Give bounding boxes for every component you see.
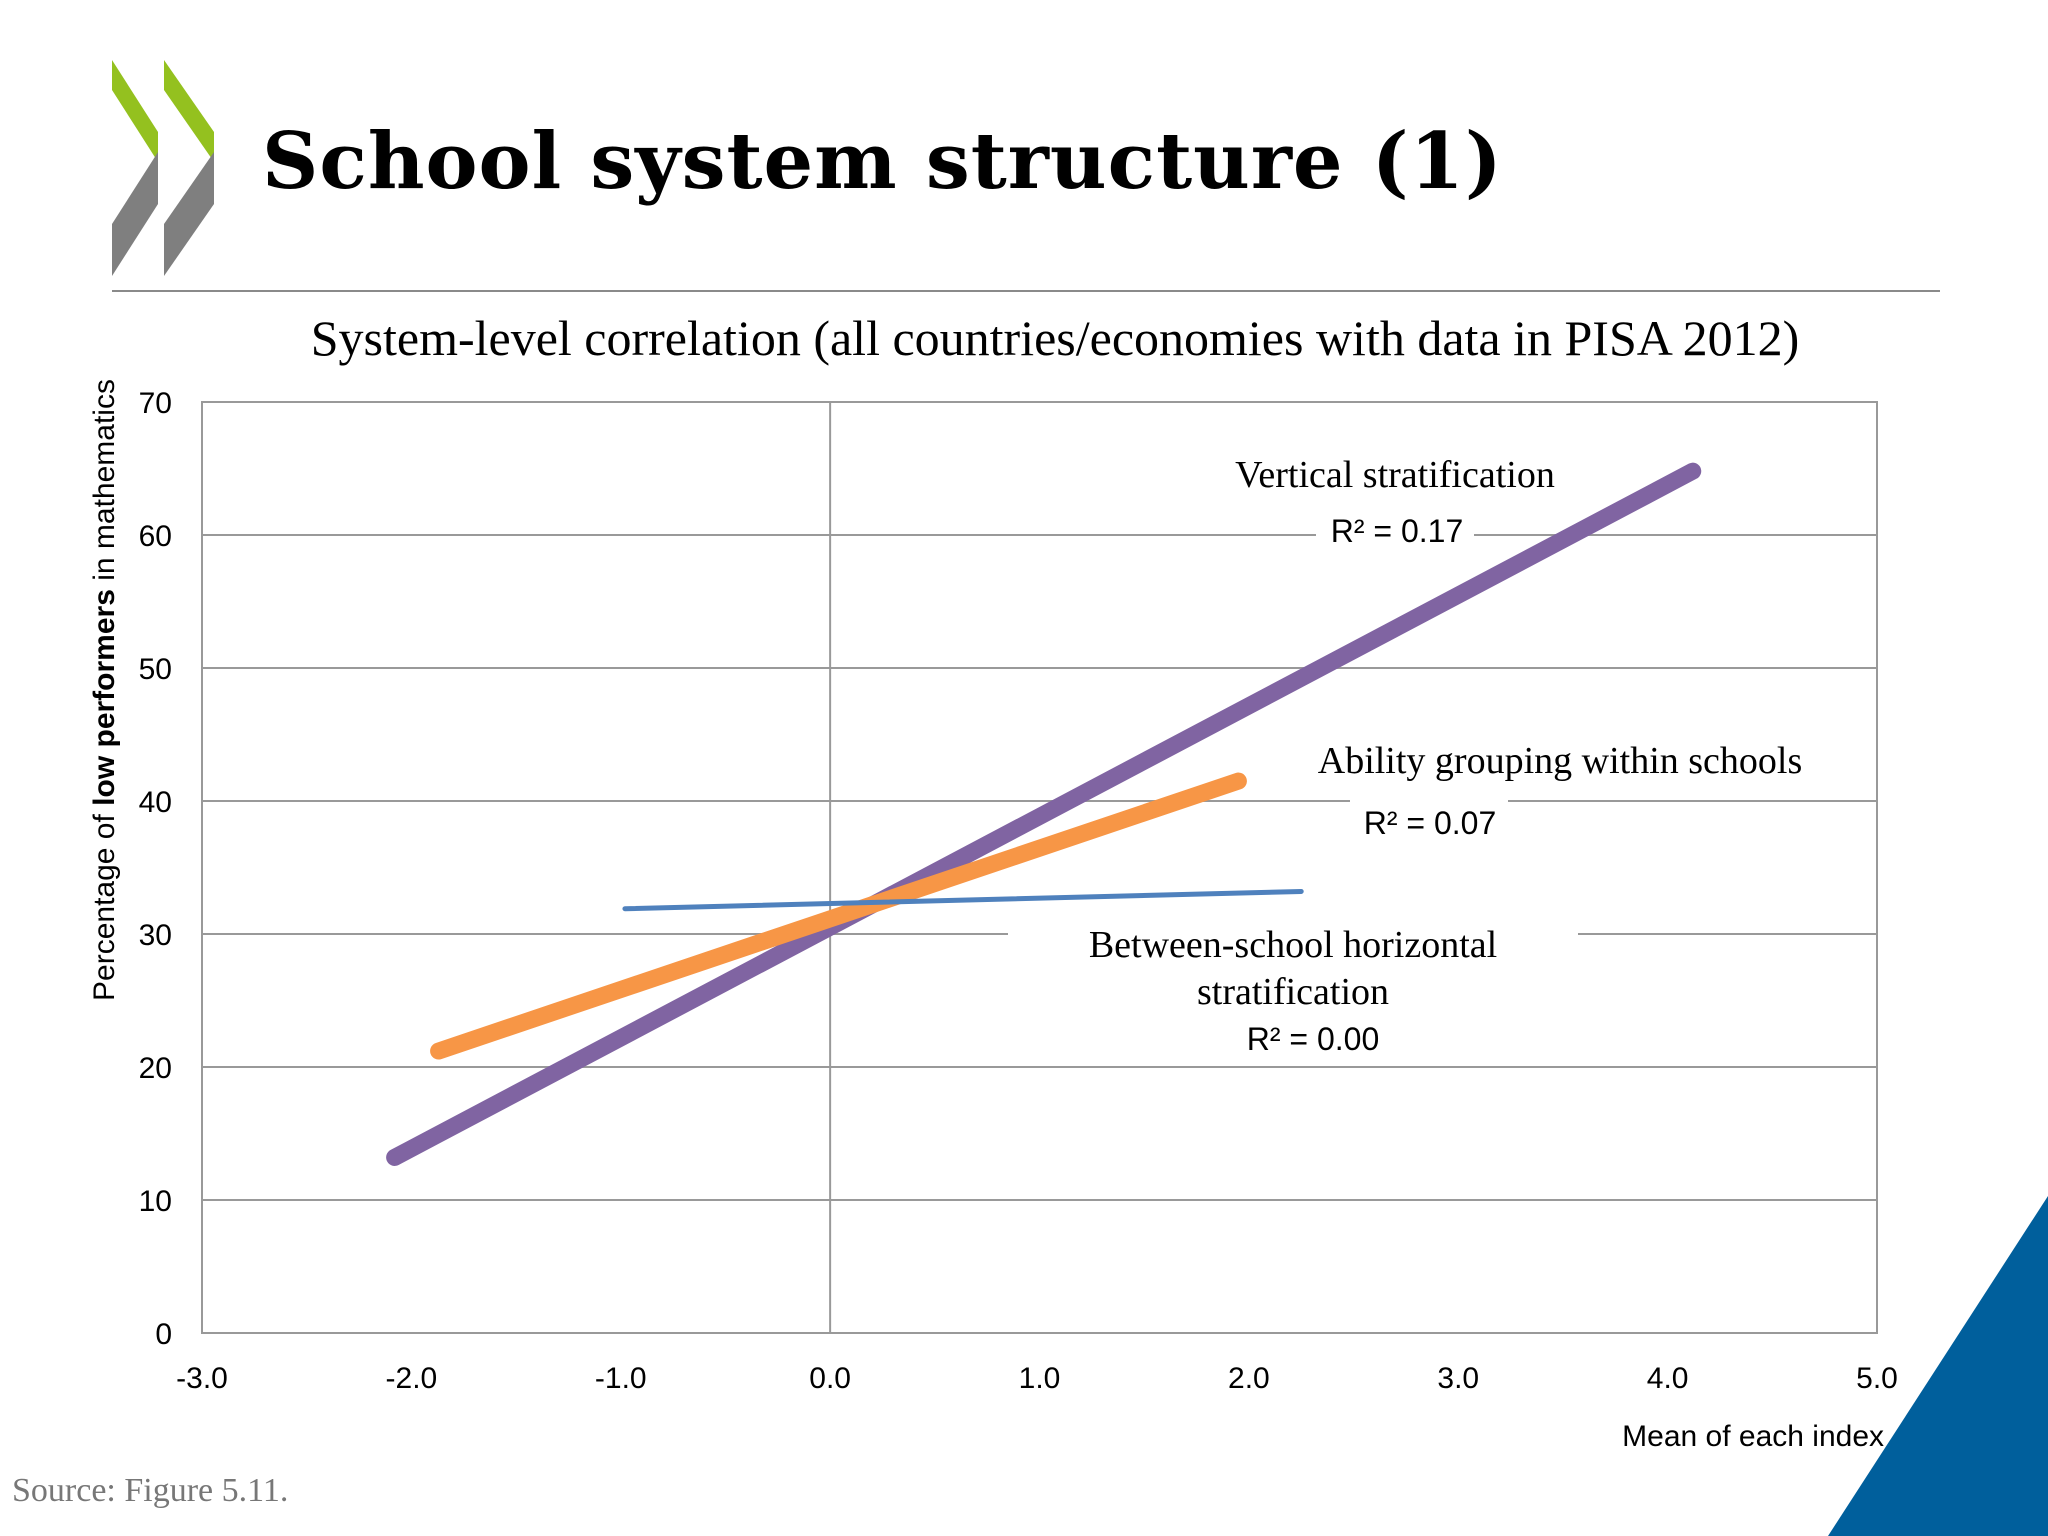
slide-title: School system structure (1) [262,116,1503,207]
x-axis-label: Mean of each index [1622,1420,1884,1453]
x-tick-label: 5.0 [1856,1362,1898,1395]
logo-gray-chevron-left [112,152,158,276]
logo-gray-chevron-right [164,152,214,276]
series-r2-horizontal: R² = 0.00 [1247,1021,1380,1057]
y-axis-label-part-1: Percentage of [88,806,121,1001]
grid-lines [202,402,1877,1333]
series-r2-vertical: R² = 0.17 [1331,513,1464,549]
logo-green-chevron-right [164,60,214,162]
series-line-vertical [386,462,1702,1166]
x-tick-label: -3.0 [176,1362,228,1395]
x-tick-label: 4.0 [1647,1362,1689,1395]
y-tick-label: 0 [155,1318,172,1351]
y-tick-labels: 0 10 20 30 40 50 60 70 [139,387,172,1351]
y-tick-label: 60 [139,520,172,553]
x-tick-label: 2.0 [1228,1362,1270,1395]
series-line-ability [430,772,1247,1060]
series-label-ability: Ability grouping within schools [1318,740,1803,782]
series-label-horizontal-line2: stratification [1197,971,1389,1013]
y-tick-label: 40 [139,786,172,819]
x-tick-label: -1.0 [595,1362,647,1395]
logo-green-chevron-left [112,60,158,162]
y-tick-label: 30 [139,919,172,952]
ability-r2-mask [1350,800,1508,844]
x-tick-label: -2.0 [386,1362,438,1395]
series-lines [386,462,1702,1166]
chart-title: System-level correlation (all countries/… [311,310,1800,366]
oecd-logo [112,60,214,276]
title-divider [112,290,1940,292]
y-axis-label-part-3: in mathematics [88,379,121,589]
y-tick-label: 20 [139,1052,172,1085]
y-axis-label-bold-part: low performers [88,589,121,806]
x-tick-label: 3.0 [1437,1362,1479,1395]
series-label-horizontal-line1: Between-school horizontal [1089,924,1497,966]
y-axis-label: Percentage of low performers in mathemat… [88,379,121,1001]
y-tick-label: 10 [139,1185,172,1218]
y-tick-label: 50 [139,653,172,686]
plot-area-border [201,401,1878,1334]
x-tick-labels: -3.0 -2.0 -1.0 0.0 1.0 2.0 3.0 4.0 5.0 [176,1362,1898,1395]
source-note: Source: Figure 5.11. [12,1472,289,1509]
x-tick-label: 1.0 [1019,1362,1061,1395]
vertical-r2-mask [1316,514,1474,558]
series-label-vertical: Vertical stratification [1235,454,1555,496]
series-line-horizontal [622,888,1304,912]
x-tick-label: 0.0 [809,1362,851,1395]
y-tick-label: 70 [139,387,172,420]
corner-accent-triangle [1828,1196,2048,1536]
series-r2-ability: R² = 0.07 [1364,805,1497,841]
horizontal-label-mask [1008,908,1578,1058]
